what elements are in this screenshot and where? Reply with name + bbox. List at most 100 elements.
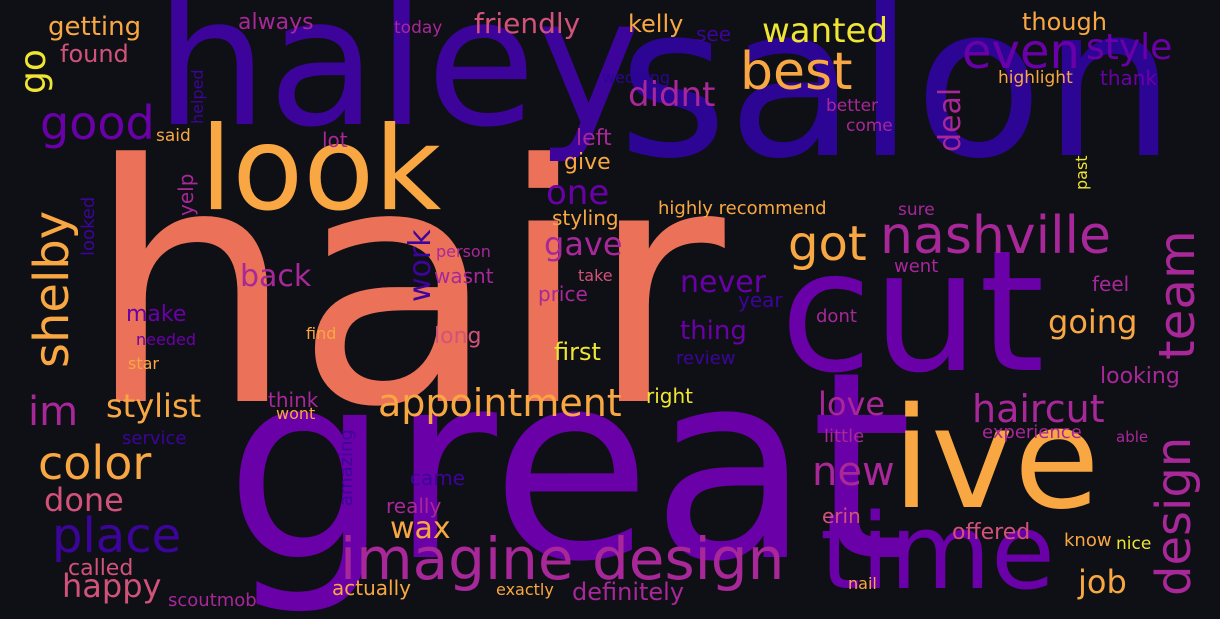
word-past-v: past (1072, 155, 1091, 190)
word-thing: thing (680, 316, 747, 346)
word-color: color (38, 436, 152, 490)
word-long: long (434, 324, 482, 349)
word-haley: haley (155, 0, 642, 166)
word-wedding: wedding (602, 68, 670, 87)
word-looking: looking (1100, 364, 1180, 389)
word-yelp-v: yelp (174, 173, 198, 216)
word-lot: lot (322, 128, 348, 152)
word-im: im (28, 389, 79, 435)
word-shelby-v: shelby (24, 210, 80, 368)
word-come: come (846, 116, 893, 136)
word-salon: salon (618, 0, 1177, 205)
word-even: even (962, 24, 1080, 80)
word-today: today (394, 18, 443, 38)
word-know: know (1064, 530, 1112, 551)
word-right: right (646, 384, 693, 408)
word-appointment: appointment (378, 381, 622, 425)
word-helped-v: helped (188, 69, 207, 124)
word-year: year (738, 288, 783, 312)
word-experience: experience (982, 422, 1082, 443)
word-wont: wont (276, 404, 316, 423)
word-said: said (156, 126, 191, 146)
word-looked-v: looked (78, 196, 99, 256)
word-going: going (1048, 303, 1138, 341)
word-place: place (52, 508, 182, 564)
word-went: went (894, 256, 939, 277)
word-go-v: go (13, 49, 54, 94)
word-nashville: nashville (880, 206, 1111, 266)
word-haircut: haircut (972, 387, 1105, 431)
word-kelly: kelly (628, 10, 684, 38)
word-ive: ive (892, 378, 1100, 541)
word-exactly: exactly (496, 580, 554, 599)
word-feel: feel (1092, 272, 1130, 296)
word-love: love (818, 385, 886, 423)
word-called: called (68, 556, 134, 581)
word-thank: thank (1100, 66, 1158, 90)
word-work-v: work (403, 229, 438, 302)
word-offered: offered (952, 520, 1031, 545)
word-great: great (225, 317, 913, 619)
word-one: one (546, 173, 610, 213)
word-best: best (740, 42, 853, 102)
word-highlight: highlight (998, 68, 1073, 88)
word-look: look (200, 102, 442, 237)
word-good: good (40, 96, 155, 150)
word-dont: dont (816, 306, 857, 327)
word-back: back (240, 259, 312, 294)
word-friendly: friendly (474, 7, 581, 40)
word-find: find (306, 324, 337, 343)
word-imagine-design: imagine design (340, 525, 785, 593)
word-star: star (128, 354, 159, 373)
word-done: done (44, 481, 124, 519)
word-team-v: team (1148, 230, 1206, 360)
word-though: though (1022, 8, 1107, 36)
word-left: left (576, 126, 612, 151)
word-didnt: didnt (628, 75, 716, 115)
word-scoutmob: scoutmob (168, 590, 257, 611)
word-think: think (268, 388, 319, 412)
word-amazing-v: amazing (336, 429, 357, 506)
word-price: price (538, 282, 588, 306)
word-review: review (676, 348, 736, 369)
word-styling: styling (552, 206, 619, 230)
word-style: style (1086, 27, 1173, 68)
word-better: better (826, 96, 879, 116)
word-able: able (1116, 428, 1149, 446)
word-make: make (126, 302, 187, 327)
word-always: always (238, 10, 314, 35)
word-give: give (564, 150, 611, 175)
word-really: really (386, 494, 442, 518)
word-happy: happy (62, 567, 162, 605)
word-highly-recommend: highly recommend (658, 198, 827, 219)
word-time: time (820, 491, 1055, 613)
word-wasnt: wasnt (434, 264, 494, 288)
word-definitely: definitely (572, 578, 685, 606)
word-hair: hair (86, 95, 725, 479)
word-came: came (410, 466, 466, 490)
word-new: new (812, 449, 895, 495)
word-found: found (60, 40, 129, 68)
word-nice: nice (1116, 534, 1152, 554)
word-needed: needed (136, 330, 196, 349)
word-little: little (824, 426, 865, 447)
word-service: service (122, 428, 187, 449)
word-sure: sure (898, 200, 935, 220)
word-person: person (436, 242, 491, 261)
word-gave: gave (544, 225, 623, 263)
word-job: job (1078, 563, 1127, 601)
word-stylist: stylist (106, 387, 202, 425)
word-actually: actually (332, 576, 411, 600)
word-wax: wax (390, 511, 451, 546)
word-deal-v: deal (933, 87, 968, 152)
word-take: take (578, 266, 613, 285)
word-first: first (554, 338, 601, 366)
word-getting: getting (48, 12, 142, 42)
word-got: got (788, 216, 867, 272)
word-see: see (696, 22, 732, 46)
word-erin: erin (822, 504, 861, 528)
word-wanted: wanted (762, 11, 889, 51)
word-never: never (680, 265, 767, 300)
word-nail: nail (848, 574, 877, 593)
